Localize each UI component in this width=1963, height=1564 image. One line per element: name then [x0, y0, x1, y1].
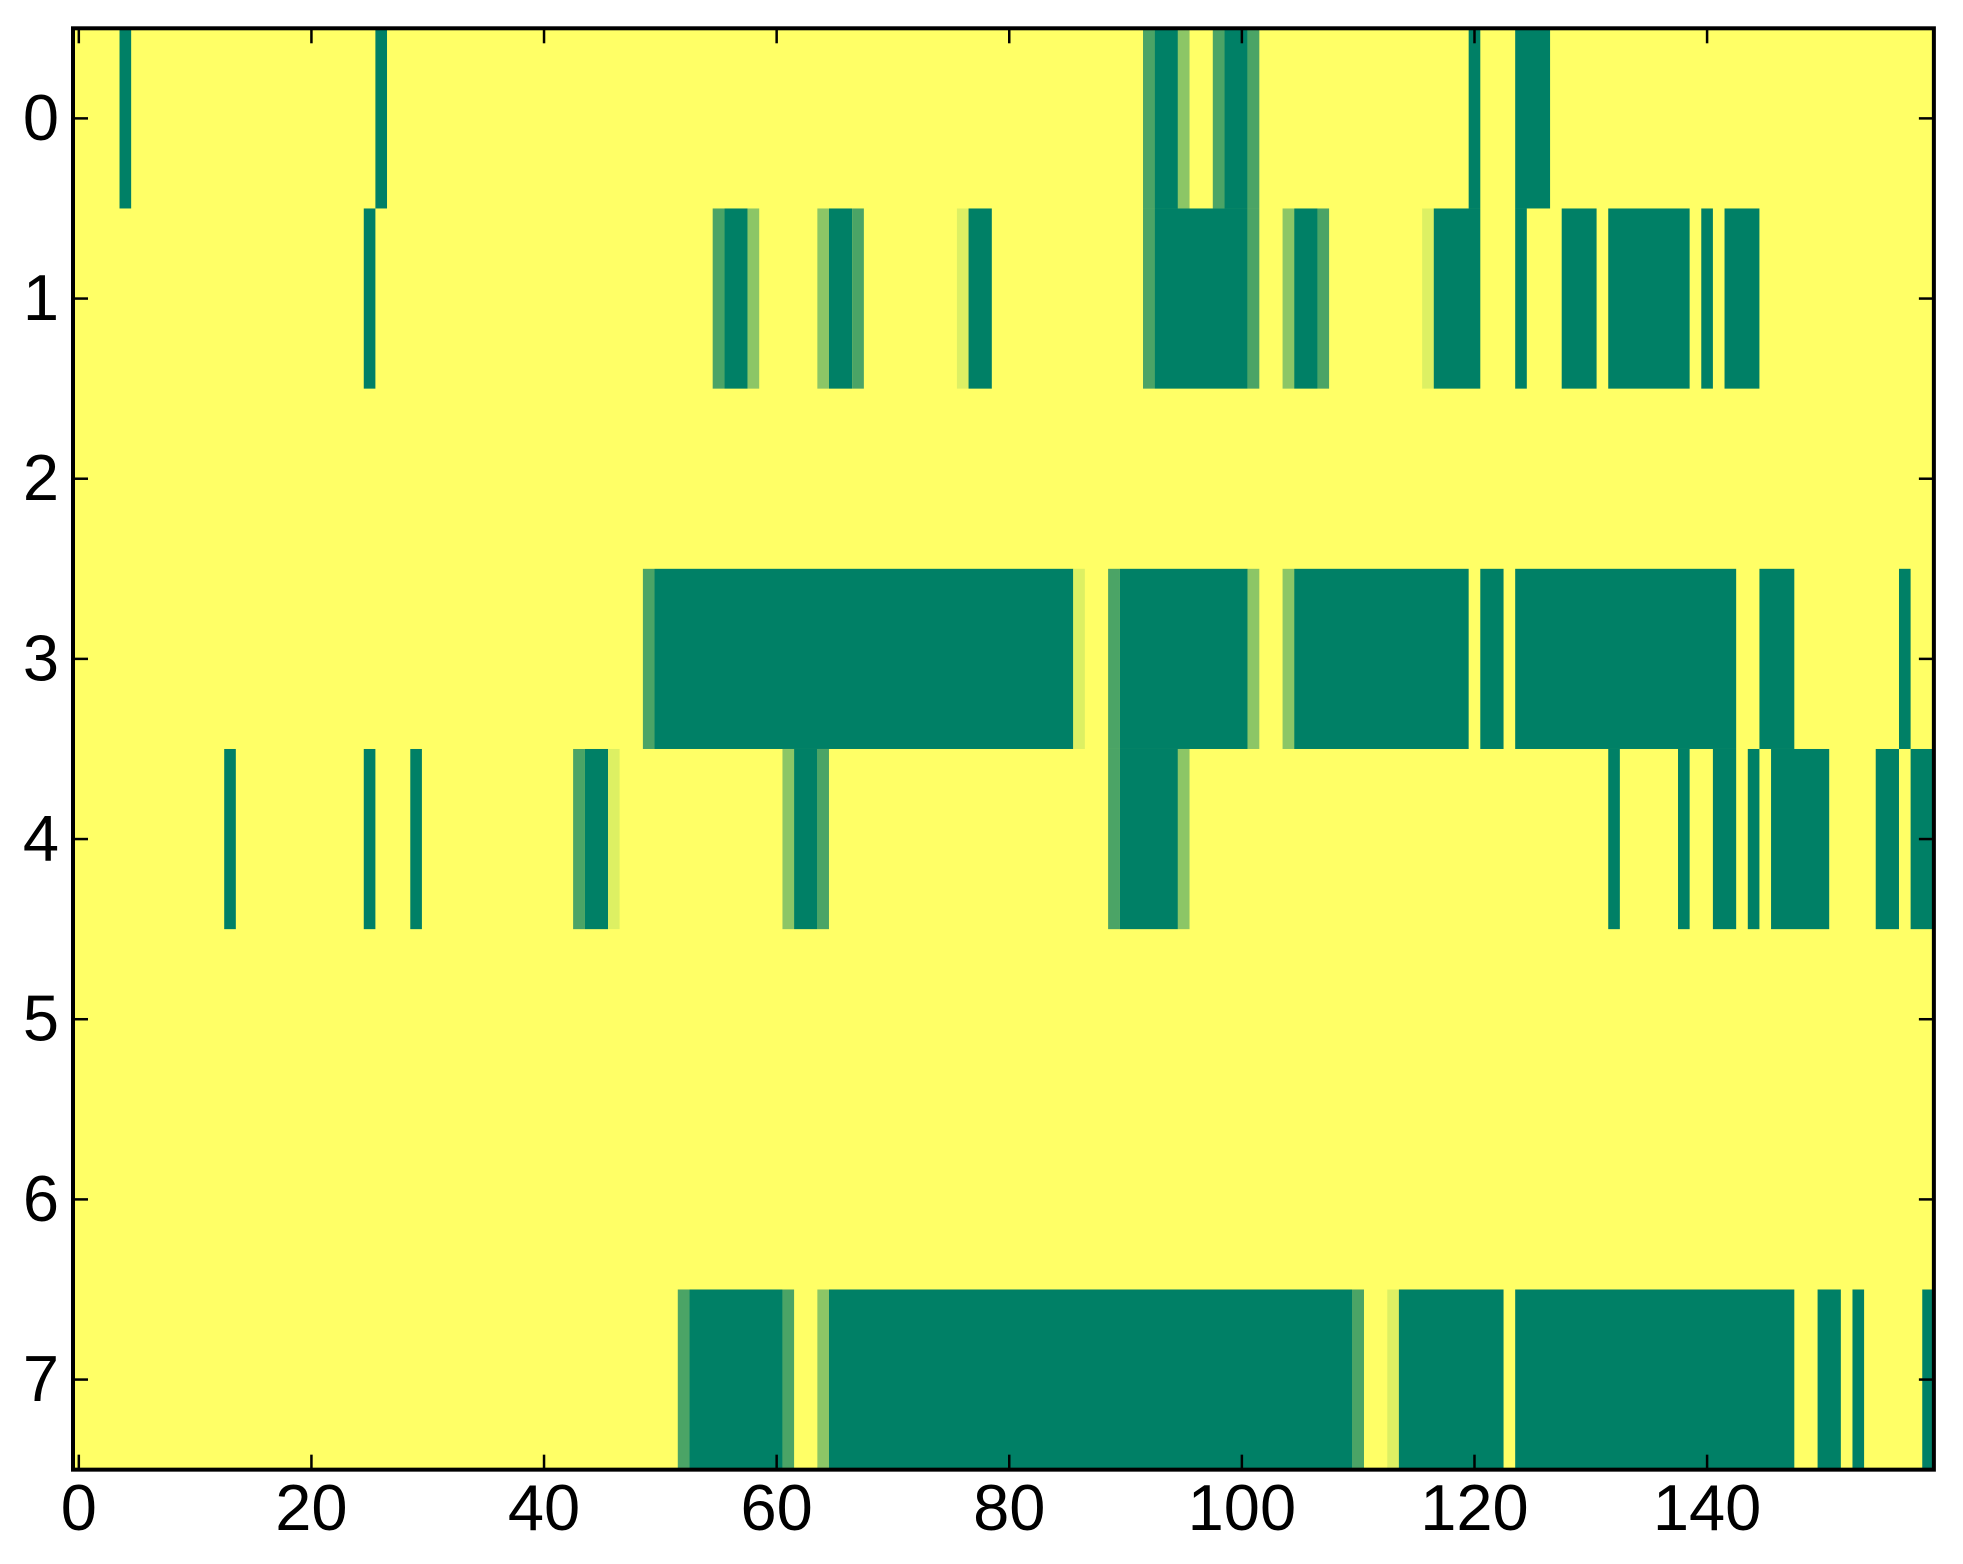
svg-text:3: 3: [23, 621, 59, 694]
svg-text:120: 120: [1420, 1471, 1528, 1544]
svg-text:0: 0: [23, 81, 59, 154]
svg-text:2: 2: [23, 441, 59, 514]
svg-text:0: 0: [61, 1471, 97, 1544]
svg-text:80: 80: [973, 1471, 1045, 1544]
svg-text:1: 1: [23, 261, 59, 334]
svg-text:4: 4: [23, 802, 59, 875]
svg-text:20: 20: [275, 1471, 347, 1544]
svg-text:40: 40: [508, 1471, 580, 1544]
svg-text:5: 5: [23, 982, 59, 1055]
svg-text:7: 7: [23, 1342, 59, 1415]
svg-text:140: 140: [1653, 1471, 1761, 1544]
svg-text:6: 6: [23, 1162, 59, 1235]
svg-text:60: 60: [740, 1471, 812, 1544]
svg-text:100: 100: [1188, 1471, 1296, 1544]
